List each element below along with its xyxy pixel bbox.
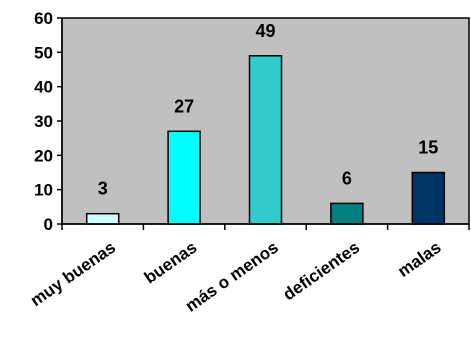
y-tick-label: 0 — [44, 215, 53, 234]
bar-deficientes — [330, 202, 364, 225]
data-label: 15 — [418, 138, 438, 158]
y-tick-label: 20 — [34, 146, 53, 165]
data-label: 3 — [98, 179, 108, 199]
data-label: 6 — [342, 168, 352, 188]
y-tick-label: 50 — [34, 43, 53, 62]
data-label: 49 — [255, 21, 275, 41]
x-category-label: muy buenas — [27, 238, 119, 310]
y-tick-label: 10 — [34, 181, 53, 200]
y-tick-label: 40 — [34, 78, 53, 97]
bar-muy-buenas — [85, 212, 120, 225]
x-category-label: buenas — [141, 238, 201, 288]
y-axis: 0 10 20 30 40 50 60 — [34, 9, 63, 234]
y-tick-label: 60 — [34, 9, 53, 28]
bar-buenas — [167, 130, 201, 225]
x-category-label: deficientes — [280, 238, 364, 305]
bar-más-o-menos — [248, 55, 283, 225]
x-category-label: malas — [394, 238, 444, 281]
y-tick-label: 30 — [34, 112, 53, 131]
data-label: 27 — [174, 96, 194, 116]
bar-malas — [411, 171, 446, 225]
